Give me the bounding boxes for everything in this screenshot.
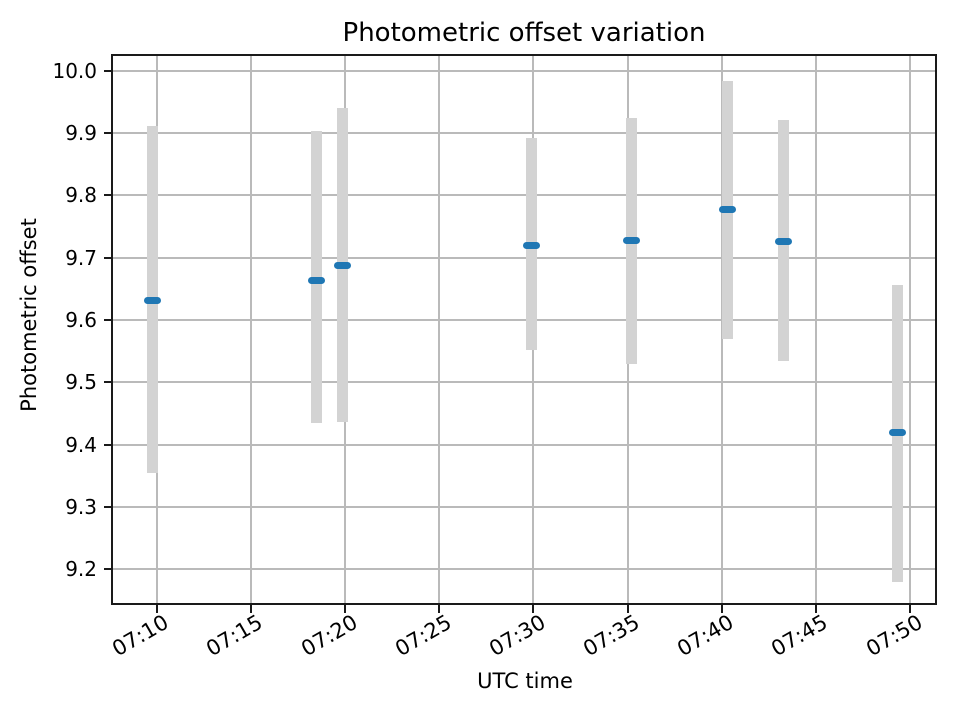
- y-tick-mark: [104, 319, 112, 322]
- data-point-marker: [775, 237, 793, 245]
- x-tick-mark: [909, 605, 912, 613]
- x-tick-mark: [438, 605, 441, 613]
- data-point-marker: [623, 237, 641, 245]
- data-point-marker: [307, 276, 325, 284]
- y-tick-label: 10.0: [52, 58, 97, 83]
- y-tick-label: 9.8: [65, 183, 97, 208]
- vertical-gridline: [720, 56, 723, 603]
- horizontal-gridline: [113, 568, 935, 571]
- horizontal-gridline: [113, 443, 935, 446]
- y-tick-mark: [104, 381, 112, 384]
- plot-area: [111, 54, 937, 605]
- y-tick-label: 9.6: [65, 308, 97, 333]
- y-tick-mark: [104, 506, 112, 508]
- data-point-marker: [718, 206, 736, 214]
- x-tick-label: 07:45: [767, 610, 832, 662]
- x-tick-mark: [249, 605, 252, 613]
- data-point-marker: [333, 261, 351, 269]
- y-tick-mark: [104, 256, 112, 259]
- x-tick-label: 07:20: [296, 610, 362, 662]
- x-tick-mark: [532, 605, 535, 613]
- horizontal-gridline: [113, 506, 935, 508]
- vertical-gridline: [814, 56, 817, 603]
- x-tick-label: 07:40: [673, 610, 738, 662]
- horizontal-gridline: [113, 132, 935, 135]
- chart-title: Photometric offset variation: [342, 18, 706, 48]
- x-tick-mark: [720, 605, 723, 613]
- y-tick-label: 9.4: [65, 432, 97, 457]
- vertical-gridline: [438, 56, 441, 603]
- x-tick-label: 07:15: [202, 610, 267, 662]
- y-tick-mark: [104, 69, 112, 72]
- x-tick-label: 07:10: [108, 610, 173, 662]
- y-tick-label: 9.9: [65, 121, 97, 146]
- horizontal-gridline: [113, 256, 935, 259]
- data-point-marker: [523, 242, 541, 250]
- vertical-gridline: [909, 56, 912, 603]
- y-tick-mark: [104, 568, 112, 571]
- data-point-marker: [889, 428, 907, 436]
- x-tick-label: 07:50: [861, 610, 927, 662]
- x-tick-label: 07:30: [484, 610, 550, 662]
- horizontal-gridline: [113, 319, 935, 322]
- x-tick-label: 07:25: [390, 610, 456, 662]
- y-tick-label: 9.2: [65, 557, 97, 582]
- x-tick-mark: [814, 605, 817, 613]
- y-tick-label: 9.5: [65, 370, 97, 395]
- x-axis-label: UTC time: [477, 669, 573, 693]
- horizontal-gridline: [113, 69, 935, 72]
- horizontal-gridline: [113, 381, 935, 384]
- data-point-marker: [144, 296, 162, 304]
- x-tick-mark: [626, 605, 629, 613]
- y-tick-mark: [104, 443, 112, 446]
- y-tick-mark: [104, 132, 112, 135]
- y-tick-mark: [104, 194, 112, 197]
- horizontal-gridline: [113, 194, 935, 197]
- y-tick-label: 9.7: [65, 245, 97, 270]
- x-tick-mark: [344, 605, 347, 613]
- x-tick-mark: [155, 605, 158, 613]
- vertical-gridline: [249, 56, 252, 603]
- y-tick-label: 9.3: [65, 495, 97, 519]
- x-tick-label: 07:35: [579, 610, 644, 662]
